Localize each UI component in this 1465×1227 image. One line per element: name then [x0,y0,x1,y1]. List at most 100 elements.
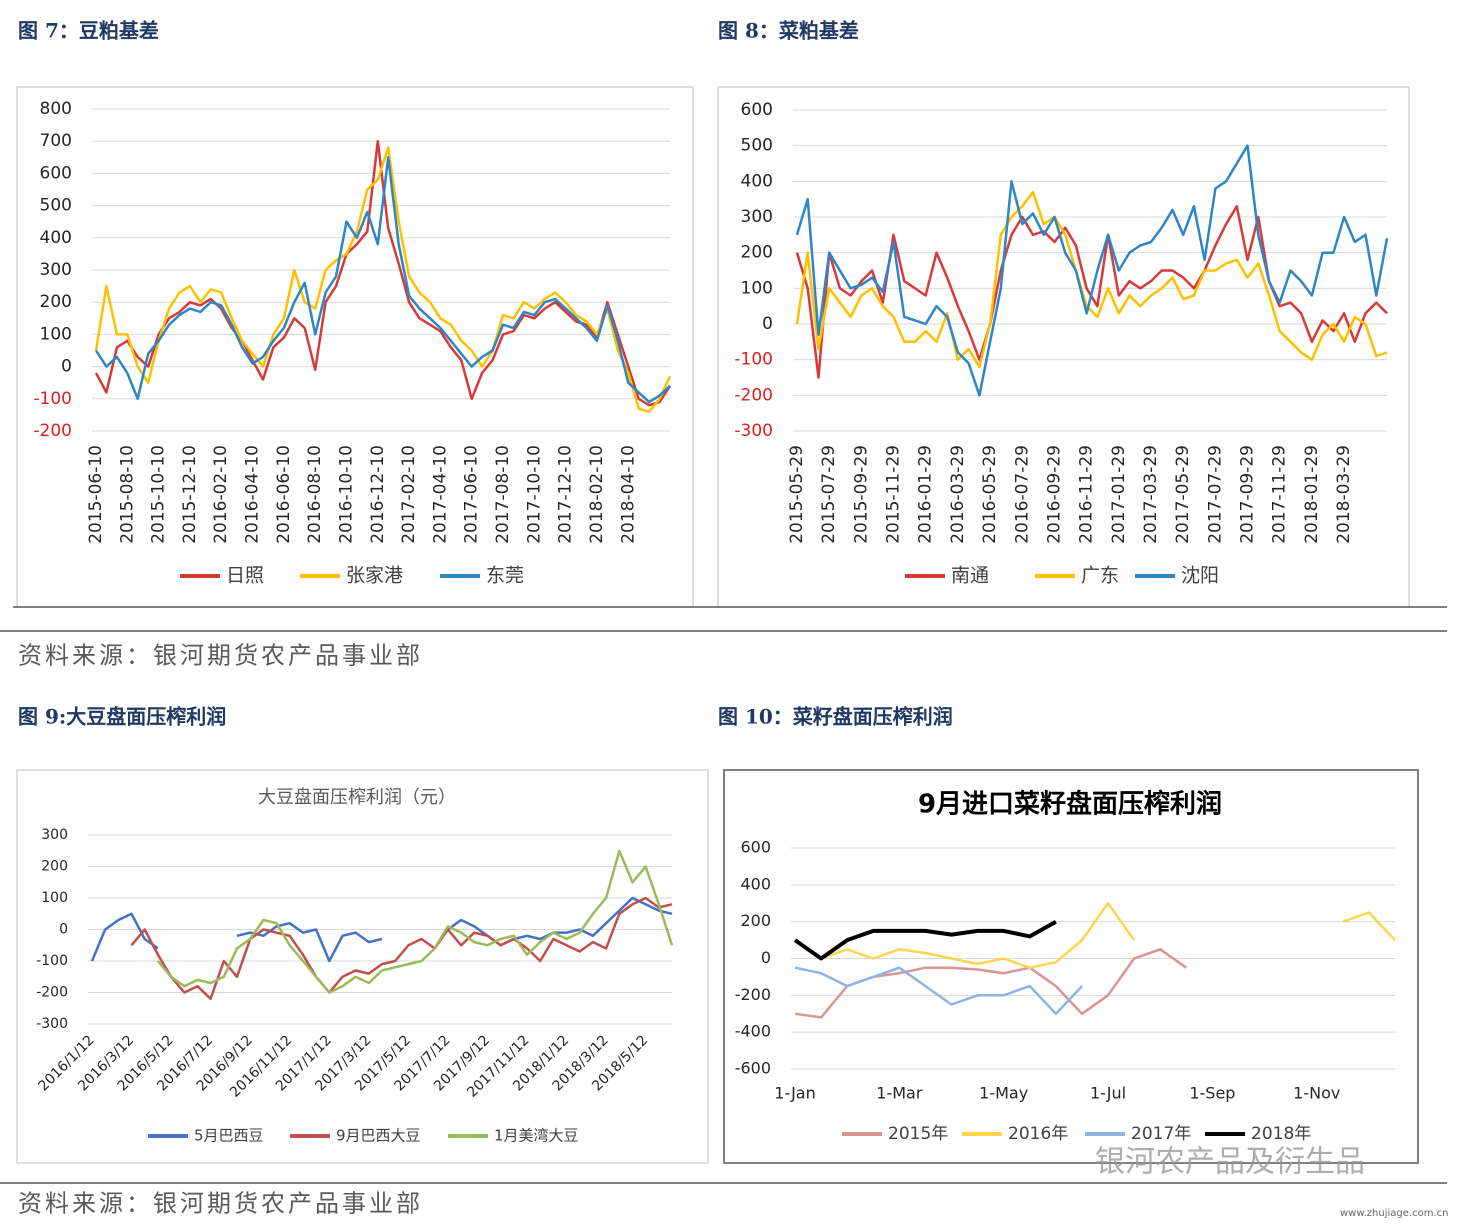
x-tick-label: 2017-02-10 [399,445,419,544]
chart-title: 9月进口菜籽盘面压榨利润 [918,789,1222,820]
source-note: 资料来源：银河期货农产品事业部 [18,1190,423,1218]
y-tick-label: 400 [741,171,773,191]
y-tick-label: 400 [740,874,771,893]
y-tick-label: 200 [740,911,771,930]
source-note: 资料来源：银河期货农产品事业部 [18,642,423,670]
y-tick-label: -200 [33,421,72,441]
x-tick-label: 2015-05-29 [787,445,807,544]
legend-label: 日照 [226,565,264,587]
y-tick-label: 300 [41,827,68,843]
series-line [795,190,1388,369]
x-tick-label: 2016-01-29 [916,445,936,544]
figure-caption: 图 7：豆粕基差 [18,19,159,43]
legend-label: 广东 [1081,565,1119,587]
x-tick-label: 2017-10-10 [524,445,544,544]
y-tick-label: 800 [40,99,72,119]
x-tick-label: 2015-08-10 [117,445,137,544]
y-tick-label: -100 [33,389,72,409]
x-tick-label: 1-Mar [876,1084,923,1103]
figure-caption: 图 9:大豆盘面压榨利润 [18,705,226,729]
x-tick-label: 1-May [979,1084,1028,1103]
x-tick-label: 2017-04-10 [430,445,450,544]
y-tick-label: 600 [741,100,773,120]
x-tick-label: 2016-12-10 [368,445,388,544]
legend-label: 1月美湾大豆 [494,1127,579,1145]
x-tick-label: 2015-12-10 [180,445,200,544]
x-tick-label: 2017-06-10 [462,445,482,544]
y-tick-label: -200 [36,985,68,1001]
y-tick-label: 500 [741,136,773,156]
x-tick-label: 2018-03-29 [1334,445,1354,544]
y-tick-label: -300 [36,1016,68,1032]
y-tick-label: 0 [59,922,68,938]
y-tick-label: 100 [41,890,68,906]
series-line [820,902,1396,969]
x-tick-label: 2016-03-29 [948,445,968,544]
y-tick-label: 600 [40,163,72,183]
y-tick-label: -300 [734,421,773,441]
series-line [156,849,674,994]
x-tick-label: 2016-05-29 [980,445,1000,544]
y-tick-label: 100 [741,278,773,298]
x-tick-label: 1-Jul [1090,1084,1126,1103]
y-tick-label: 400 [40,228,72,248]
x-tick-label: 2016-09-29 [1044,445,1064,544]
x-tick-label: 2017-01-29 [1109,445,1129,544]
legend-label: 9月巴西大豆 [336,1127,421,1145]
x-tick-label: 2017-08-10 [493,445,513,544]
series-line [94,156,671,404]
chart-frame [16,769,709,1164]
watermark-url: www.zhujiage.com.cn [1340,1208,1448,1219]
x-tick-label: 1-Nov [1293,1084,1340,1103]
y-tick-label: 0 [61,357,72,377]
series-line [130,896,673,1001]
watermark: 银河农产品及衍生品 [1095,1145,1365,1180]
y-tick-label: 200 [741,243,773,263]
x-tick-label: 2017-11-29 [1270,445,1290,544]
series-line [94,139,672,407]
x-tick-label: 1-Jan [774,1084,816,1103]
legend-label: 沈阳 [1181,565,1219,587]
legend-label: 南通 [951,565,989,587]
y-tick-label: -200 [735,985,771,1004]
y-tick-label: 0 [762,314,773,334]
y-tick-label: -600 [735,1059,771,1078]
y-tick-label: -100 [734,350,773,370]
legend-label: 2016年 [1008,1124,1068,1144]
series-line [94,146,672,413]
figure-caption: 图 8：菜粕基差 [718,19,859,43]
legend-label: 东莞 [486,565,524,587]
chart-frame [723,769,1419,1164]
x-tick-label: 2016-11-29 [1077,445,1097,544]
y-tick-label: 100 [40,324,72,344]
y-tick-label: 600 [740,838,771,857]
x-tick-label: 2017-12-10 [556,445,576,544]
x-tick-label: 2017-05-29 [1173,445,1193,544]
x-tick-label: 2015-06-10 [86,445,106,544]
x-tick-label: 2016-04-10 [243,445,263,544]
y-tick-label: -200 [734,385,773,405]
x-tick-label: 2018-02-10 [587,445,607,544]
legend-label: 5月巴西豆 [194,1127,264,1145]
x-tick-label: 1-Sep [1189,1084,1235,1103]
figure-caption: 图 10：菜籽盘面压榨利润 [718,705,953,729]
x-tick-label: 2016-02-10 [211,445,231,544]
y-tick-label: -100 [36,953,68,969]
y-tick-label: 200 [40,292,72,312]
y-tick-label: 300 [40,260,72,280]
x-tick-label: 2016-06-10 [274,445,294,544]
legend-label: 2015年 [888,1124,948,1144]
y-tick-label: 200 [41,859,68,875]
chart-title: 大豆盘面压榨利润（元） [258,787,456,808]
x-tick-label: 2018-01-29 [1302,445,1322,544]
x-tick-label: 2018-04-10 [618,445,638,544]
series-line [793,919,1057,961]
y-tick-label: 700 [40,131,72,151]
x-tick-label: 2017-07-29 [1205,445,1225,544]
x-tick-label: 2015-07-29 [819,445,839,544]
x-tick-label: 2015-10-10 [149,445,169,544]
y-tick-label: 0 [761,948,771,967]
series-line [795,205,1388,379]
x-tick-label: 2017-03-29 [1141,445,1161,544]
